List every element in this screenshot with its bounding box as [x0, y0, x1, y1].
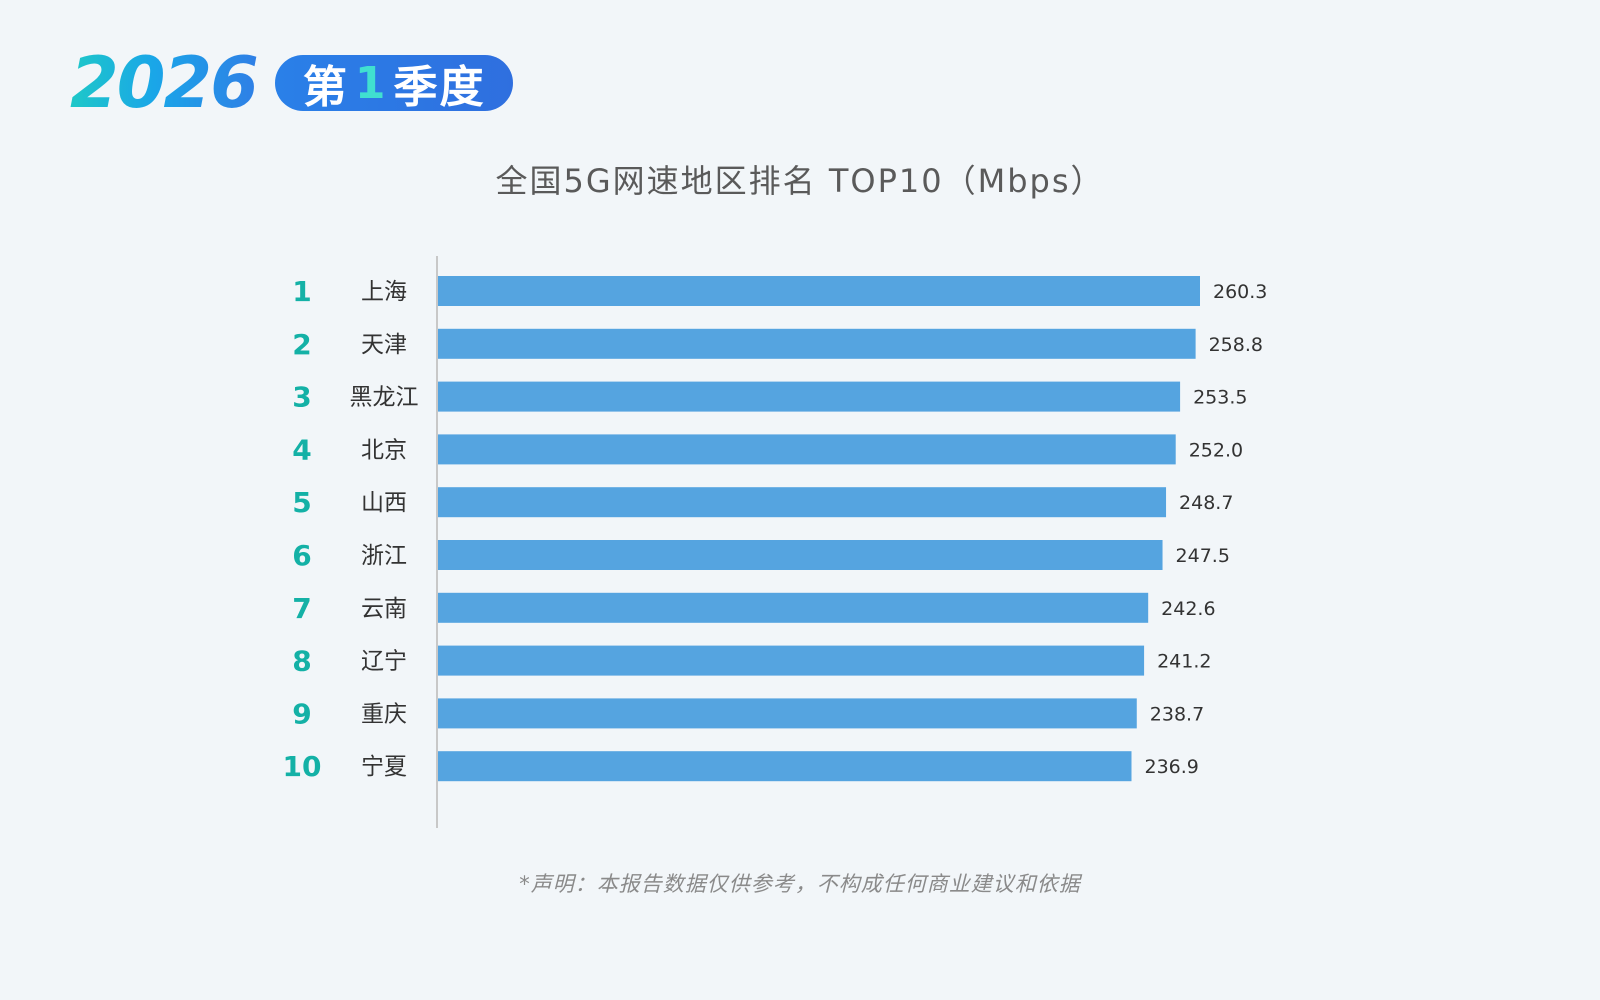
bars-group: 1 上海 260.3 2 天津 258.8 3 黑龙江 253.5 4 北京 252.0 5 山西 248.… [283, 275, 1268, 783]
rank-label: 10 [283, 750, 322, 783]
bar [438, 751, 1132, 782]
rank-label: 7 [292, 592, 311, 625]
bar [438, 276, 1200, 306]
bar [438, 540, 1163, 570]
value-label: 247.5 [1176, 545, 1230, 567]
value-label: 253.5 [1193, 387, 1247, 409]
quarter-prefix: 第 [302, 62, 349, 113]
value-label: 260.3 [1213, 281, 1267, 303]
value-label: 248.7 [1179, 492, 1233, 514]
header: 2026 第 1 季度 [70, 42, 514, 124]
category-label: 天津 [361, 332, 407, 358]
category-label: 北京 [361, 437, 407, 463]
category-label: 山西 [361, 490, 407, 516]
year-label: 2026 [70, 42, 259, 124]
rank-label: 1 [292, 275, 311, 308]
bar [438, 645, 1145, 676]
rank-label: 9 [292, 697, 311, 730]
value-label: 241.2 [1157, 651, 1211, 673]
value-label: 242.6 [1161, 598, 1215, 620]
bar [438, 434, 1176, 465]
quarter-badge: 第 1 季度 [274, 55, 514, 113]
rank-label: 3 [292, 381, 311, 414]
rank-label: 2 [292, 328, 311, 361]
value-label: 236.9 [1144, 756, 1198, 778]
category-label: 云南 [361, 596, 407, 622]
disclaimer-text: *声明：本报告数据仅供参考，不构成任何商业建议和依据 [519, 872, 1081, 896]
value-label: 238.7 [1150, 703, 1204, 725]
bar [438, 328, 1196, 359]
category-label: 辽宁 [361, 649, 407, 675]
category-label: 浙江 [361, 543, 407, 569]
rank-label: 8 [292, 645, 311, 678]
quarter-number: 1 [354, 57, 388, 109]
category-label: 重庆 [361, 701, 407, 727]
bar [438, 381, 1181, 412]
category-label: 上海 [361, 279, 407, 305]
rank-label: 6 [292, 539, 311, 572]
quarter-suffix: 季度 [393, 62, 486, 113]
value-label: 252.0 [1189, 439, 1243, 461]
bar [438, 487, 1167, 518]
rank-label: 5 [292, 486, 311, 519]
chart-title: 全国5G网速地区排名 TOP10（Mbps） [495, 162, 1105, 200]
rank-label: 4 [292, 433, 311, 466]
value-label: 258.8 [1209, 334, 1263, 356]
category-label: 黑龙江 [350, 385, 419, 411]
bar [438, 592, 1149, 623]
category-label: 宁夏 [361, 754, 407, 780]
bar [438, 698, 1137, 729]
